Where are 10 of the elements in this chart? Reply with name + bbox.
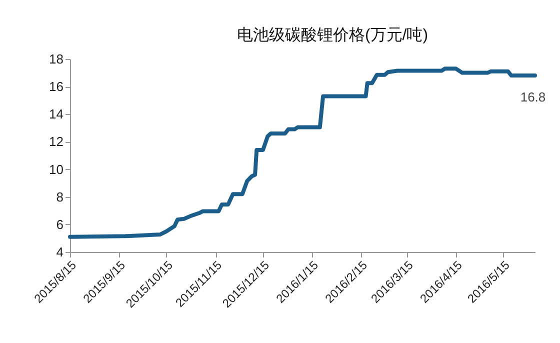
annotation: 16.8 <box>520 90 546 105</box>
y-tick-label: 14 <box>49 106 64 122</box>
y-tick-label: 8 <box>56 189 64 204</box>
y-tick-label: 12 <box>49 134 64 150</box>
y-tick-label: 18 <box>49 52 64 66</box>
y-tick-label: 6 <box>56 216 64 232</box>
chart-title: 电池级碳酸锂价格(万元/吨) <box>236 26 428 44</box>
y-tick-label: 4 <box>56 244 64 260</box>
y-tick-label: 16 <box>49 79 64 94</box>
y-tick-label: 10 <box>49 162 64 177</box>
